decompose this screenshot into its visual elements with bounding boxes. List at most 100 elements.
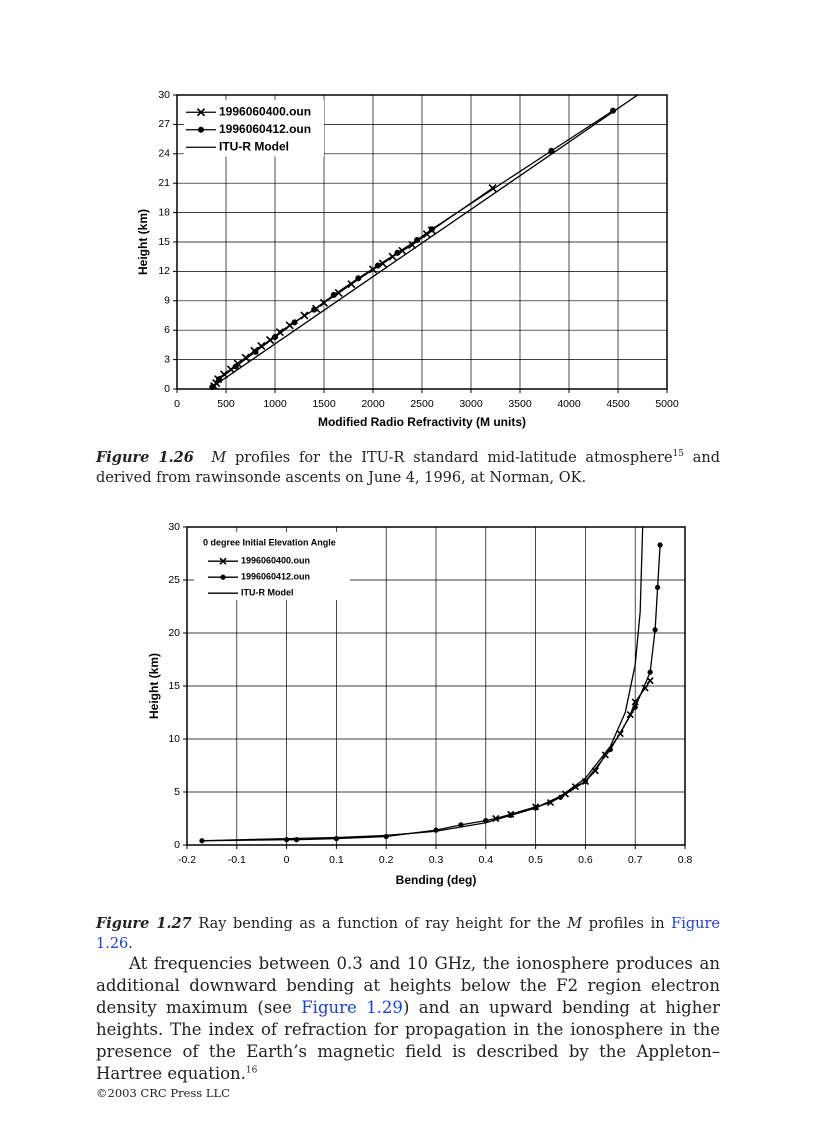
series-line: [208, 94, 638, 390]
data-point: [355, 275, 362, 282]
y-tick-label: 0: [164, 383, 170, 395]
y-tick-label: 15: [158, 236, 170, 248]
figure-label: Figure 1.27: [96, 915, 192, 932]
caption-text: and derived from rawinsonde ascents on J…: [96, 450, 720, 486]
x-tick-label: 4000: [557, 398, 581, 410]
legend-box: [194, 532, 350, 600]
caption-text: profiles in: [582, 916, 672, 932]
legend-marker: [196, 108, 206, 117]
x-tick-label: 3000: [459, 398, 483, 410]
x-tick-label: 4500: [606, 398, 630, 410]
symbol: M: [211, 450, 227, 466]
x-tick-label: 0.6: [578, 854, 593, 866]
y-tick-label: 10: [168, 733, 180, 745]
x-tick-label: 1500: [312, 398, 336, 410]
figure-link[interactable]: Figure 1.29: [301, 998, 403, 1017]
data-point: [330, 291, 337, 298]
x-tick-label: 0: [284, 854, 290, 866]
y-tick-label: 5: [174, 786, 180, 798]
data-point: [647, 669, 653, 675]
data-point: [632, 704, 638, 710]
y-tick-label: 0: [174, 839, 180, 851]
plot-frame: [186, 526, 686, 846]
data-point: [657, 542, 663, 548]
caption-text: Ray bending as a function of ray height …: [191, 916, 568, 932]
x-tick-label: 3500: [508, 398, 532, 410]
legend-marker: [220, 574, 226, 580]
reference: 16: [245, 1065, 258, 1076]
x-tick-label: 0.4: [478, 854, 493, 866]
data-point: [311, 306, 318, 313]
x-tick-label: 5000: [655, 398, 679, 410]
legend-label: ITU-R Model: [241, 588, 294, 598]
data-point: [414, 236, 421, 244]
data-point: [241, 353, 250, 362]
symbol: M: [567, 916, 583, 932]
figure-caption: Figure 1.26 M profiles for the ITU-R sta…: [96, 448, 720, 488]
y-axis-label: Height (km): [136, 209, 150, 275]
x-tick-label: 500: [217, 398, 235, 410]
paragraph-text: At frequencies between 0.3 and 10 GHz, t…: [96, 954, 720, 1017]
y-tick-label: 12: [158, 265, 170, 277]
y-tick-label: 24: [158, 148, 170, 160]
legend-label: 1996060400.oun: [219, 104, 311, 118]
data-point: [652, 627, 658, 633]
y-tick-label: 18: [158, 206, 170, 218]
data-point: [394, 249, 401, 256]
figure-link[interactable]: Figure 1.26: [96, 916, 721, 952]
legend-label: 1996060400.oun: [241, 556, 310, 566]
y-tick-label: 9: [164, 295, 170, 307]
x-tick-label: 1000: [263, 398, 287, 410]
x-tick-label: 0.8: [678, 854, 693, 866]
data-point: [291, 319, 298, 326]
x-tick-label: -0.1: [228, 854, 246, 866]
data-point: [374, 262, 381, 269]
data-point: [271, 334, 279, 341]
y-tick-label: 20: [168, 627, 180, 639]
data-point: [408, 240, 417, 250]
x-tick-label: 2500: [410, 398, 434, 410]
y-tick-label: 21: [158, 177, 170, 189]
y-axis-label: Height (km): [147, 653, 161, 719]
legend-marker: [219, 557, 227, 565]
body-paragraph: At frequencies between 0.3 and 10 GHz, t…: [96, 953, 720, 1085]
caption-text: profiles for the ITU-R standard mid-lati…: [226, 450, 673, 466]
y-tick-label: 30: [158, 89, 170, 101]
data-point: [257, 341, 266, 350]
y-tick-label: 25: [168, 574, 180, 586]
y-tick-label: 15: [168, 680, 180, 692]
x-tick-label: 0: [174, 398, 180, 410]
x-tick-label: 0.1: [329, 854, 344, 866]
data-point: [654, 584, 661, 591]
legend-marker: [197, 126, 205, 133]
paragraph-text: ) and an upward bending at higher height…: [96, 998, 720, 1083]
y-tick-label: 27: [158, 118, 170, 130]
y-tick-label: 30: [168, 521, 180, 533]
series-line: [201, 526, 644, 842]
data-point: [428, 226, 435, 233]
data-point: [646, 677, 654, 685]
x-tick-label: 0.7: [628, 854, 643, 866]
figure-caption: Figure 1.27 Ray bending as a function of…: [96, 914, 720, 954]
x-tick-label: 0.5: [528, 854, 543, 866]
data-point: [252, 348, 259, 355]
y-tick-label: 3: [164, 353, 170, 365]
x-axis-label: Bending (deg): [396, 873, 477, 887]
plot-frame: [176, 94, 668, 390]
reference: 15: [672, 449, 684, 460]
legend-label: ITU-R Model: [219, 139, 289, 153]
y-tick-label: 6: [164, 324, 170, 336]
legend-label: 1996060412.oun: [219, 122, 311, 136]
x-tick-label: 0.2: [379, 854, 394, 866]
legend-title: 0 degree Initial Elevation Angle: [203, 538, 336, 548]
data-point: [232, 363, 239, 370]
legend-label: 1996060412.oun: [241, 572, 310, 582]
x-tick-label: 0.3: [429, 854, 444, 866]
footer: ©2003 CRC Press LLC: [96, 1086, 230, 1100]
caption-text: .: [128, 936, 133, 952]
x-axis-label: Modified Radio Refractivity (M units): [318, 415, 526, 429]
x-tick-label: 2000: [361, 398, 385, 410]
figure-label: Figure 1.26: [96, 449, 194, 466]
